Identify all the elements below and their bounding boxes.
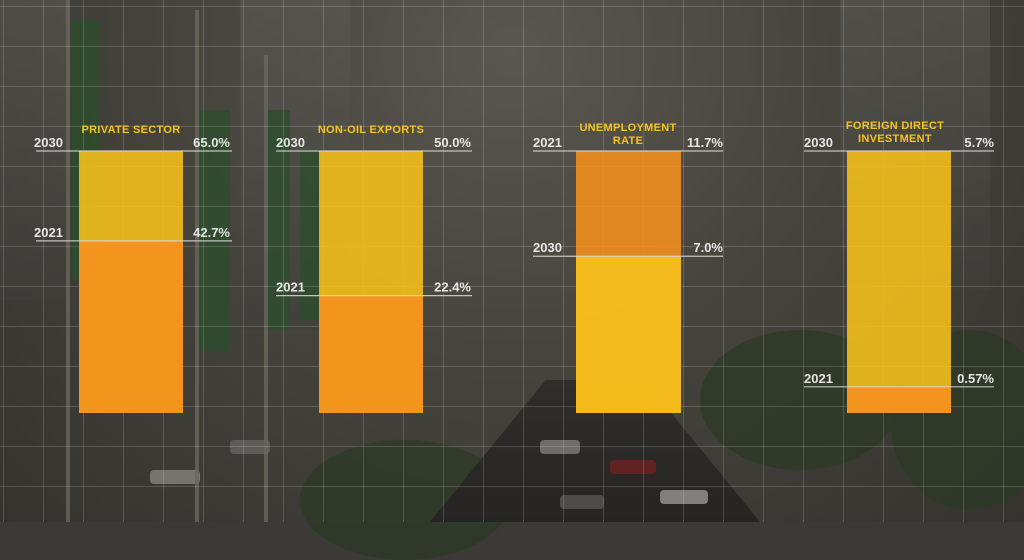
background-flag	[300, 150, 322, 320]
data-label-private-sector-2030: 65.0%	[193, 135, 230, 150]
data-label-foreign-direct-investment-2030: 5.7%	[964, 135, 994, 150]
background-flagpole	[195, 10, 199, 522]
background-flag	[268, 110, 290, 330]
data-label-unemployment-rate-2030: 7.0%	[693, 240, 723, 255]
bar-foreign-direct-investment-2030	[847, 151, 951, 413]
year-label-private-sector-2030: 2030	[34, 135, 63, 150]
background-flagpole	[66, 0, 70, 522]
bar-private-sector-2021	[79, 240, 183, 413]
background-car	[150, 470, 200, 484]
data-label-foreign-direct-investment-2021: 0.57%	[957, 371, 994, 386]
background-car	[560, 495, 604, 509]
data-label-non-oil-exports-2021: 22.4%	[434, 280, 471, 295]
year-label-non-oil-exports-2030: 2030	[276, 135, 305, 150]
chart-title-private-sector: PRIVATE SECTOR	[81, 124, 181, 136]
year-label-private-sector-2021: 2021	[34, 225, 63, 240]
chart-title-foreign-direct-investment: FOREIGN DIRECT INVESTMENT	[845, 120, 945, 145]
background-tower	[0, 0, 70, 300]
indicator-bar-charts: 2021 42.7% 2030 65.0% 2021 22.4% 2030 50.0% 2021…	[34, 135, 994, 413]
year-label-unemployment-rate-2030: 2030	[533, 240, 562, 255]
background-car	[230, 440, 270, 454]
bar-unemployment-rate-2030	[576, 256, 681, 413]
year-label-unemployment-rate-2021: 2021	[533, 135, 562, 150]
year-label-foreign-direct-investment-2030: 2030	[804, 135, 833, 150]
data-label-unemployment-rate-2021: 11.7%	[687, 135, 724, 150]
background-car	[610, 460, 656, 474]
background-flagpole	[264, 55, 268, 522]
data-label-non-oil-exports-2030: 50.0%	[434, 135, 471, 150]
year-label-non-oil-exports-2021: 2021	[276, 280, 305, 295]
background-flag	[200, 110, 230, 350]
chart-title-non-oil-exports: NON-OIL EXPORTS	[317, 124, 425, 136]
bar-non-oil-exports-2021	[319, 295, 423, 413]
background-car	[540, 440, 580, 454]
background-car	[660, 490, 708, 504]
chart-title-unemployment-rate: UNEMPLOYMENT RATE	[579, 122, 677, 147]
bar-foreign-direct-investment-2021	[847, 386, 951, 413]
data-label-private-sector-2021: 42.7%	[193, 225, 230, 240]
year-label-foreign-direct-investment-2021: 2021	[804, 371, 833, 386]
